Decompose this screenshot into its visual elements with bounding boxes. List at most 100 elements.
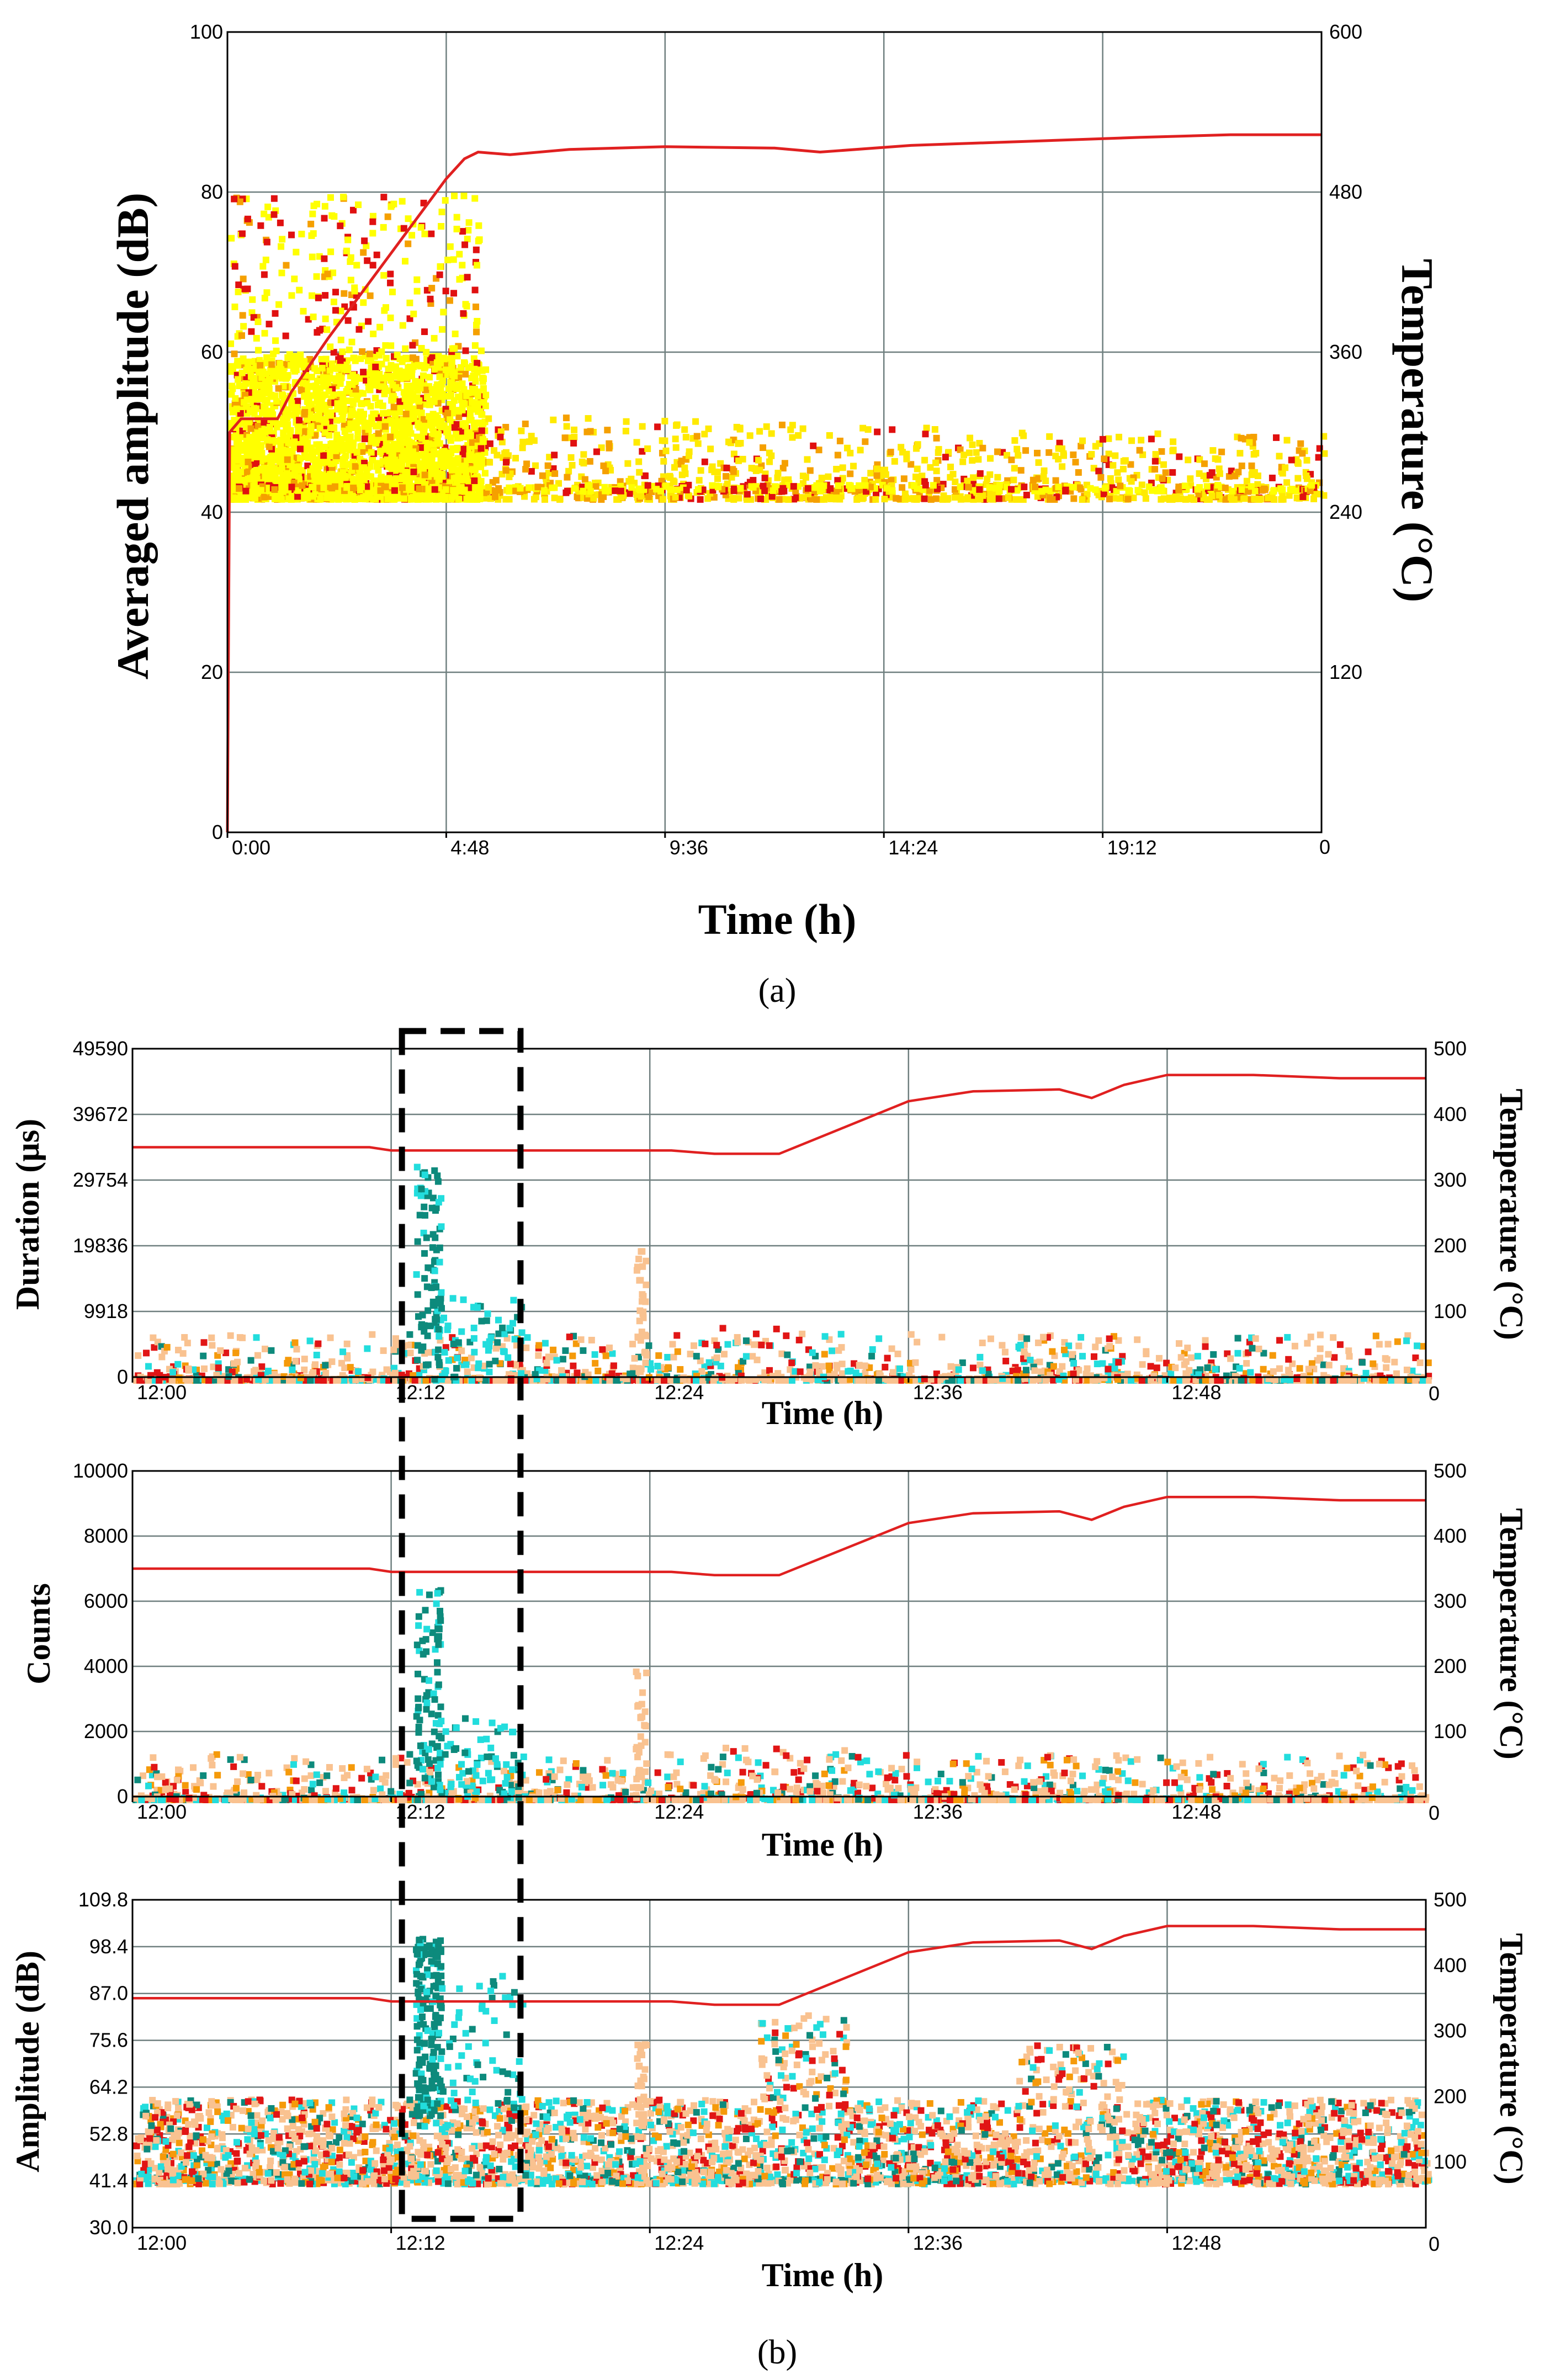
panel-a-hit-point [429,424,436,432]
panel-a-hit-point [330,299,337,306]
bd-hit-point [1227,1355,1234,1362]
panel-a-hit-point [257,362,264,369]
panel-a-hit-point [395,461,402,468]
panel-a-hit-point [231,303,238,310]
bd-hit-point [1317,1354,1324,1362]
panel-a-hit-point [1229,487,1236,495]
panel-a-hit-point [1114,469,1121,476]
panel-a-hit-point [567,454,575,461]
panel-a-hit-point [1216,492,1223,499]
panel-a-hit-point [839,464,846,471]
panel-a-hit-point [1099,435,1106,443]
panel-a-hit-point [541,496,548,503]
panel-a-hit-point [1250,451,1257,458]
panel-a-hit-point [1088,451,1095,458]
panel-a-hit-point [1160,461,1167,468]
panel-a-hit-point [681,426,688,433]
panel-a-hit-point [477,347,485,354]
panel-a-hit-point [421,471,428,479]
panel-a-hit-point [367,463,374,470]
bd-hit-point [1330,1334,1337,1341]
panel-a-hit-point [272,337,279,344]
panel-a-hit-point [239,312,246,319]
panel-a-hit-point [235,451,242,458]
panel-a-hit-point [277,440,284,447]
panel-a-hit-point [353,449,360,456]
panel-a-hit-point [986,455,994,462]
panel-a-hit-point [1092,486,1099,493]
panel-a-hit-point [1185,496,1192,503]
panel-a-hit-point [617,487,624,495]
panel-a-hit-point [534,484,542,491]
panel-a-hit-point [240,323,247,330]
panel-a-hit-point [235,362,242,369]
panel-a-hit-point [1283,437,1291,444]
panel-a-hit-point [565,468,572,475]
bd-hit-point [1153,1364,1160,1372]
panel-a-hit-point [641,472,649,480]
bd-hit-point [1284,1334,1291,1341]
bd-hit-point [1325,1362,1333,1369]
bd-hit-point [406,1331,413,1338]
panel-a-hit-point [438,223,445,230]
panel-a-hit-point [337,357,344,364]
panel-a-hit-point [417,385,424,392]
panel-a-hit-point [402,345,409,352]
panel-a-hit-point [1288,456,1295,464]
a-y2-tick-label: 360 [1329,341,1362,363]
panel-a-hit-point [278,269,285,277]
panel-a-hit-point [1294,475,1302,482]
panel-a-hit-point [1151,458,1159,465]
panel-a-hit-point [581,476,588,483]
panel-a-hit-point [1112,452,1119,459]
bd-hit-point [1139,1361,1146,1368]
panel-a-hit-point [881,496,888,503]
bd-hit-point [959,1359,966,1366]
panel-a-hit-point [1287,486,1294,493]
panel-a-hit-point [296,455,304,462]
panel-a-hit-point [431,486,438,493]
panel-a-hit-point [436,373,443,380]
bd-hit-point [458,1347,465,1354]
panel-a-hit-point [1246,439,1253,446]
panel-a-hit-point [296,445,304,453]
panel-a-hit-point [626,490,633,497]
panel-a-hit-point [825,473,832,480]
panel-a-hit-point [230,433,237,440]
panel-a-hit-point [1158,484,1165,491]
panel-a-hit-point [872,496,879,503]
panel-a-hit-point [322,292,329,299]
panel-a-hit-point [475,452,482,459]
panel-a-hit-point [279,392,286,399]
panel-a-hit-point [1079,437,1086,444]
panel-a-hit-point [410,448,417,455]
panel-a-hit-point [390,496,397,503]
panel-a-hit-point [390,200,397,208]
panel-a-hit-point [561,434,569,442]
panel-a-hit-point [405,240,412,247]
panel-a-hit-point [465,219,473,226]
panel-a-hit-point [744,491,751,498]
panel-a-hit-point [262,256,269,263]
panel-a-hit-point [392,426,399,433]
panel-a-hit-point [778,488,786,495]
bd-hit-point [535,1352,542,1359]
panel-a-hit-point [464,236,471,243]
bd-hit-point [562,1347,569,1354]
panel-a-hit-point [316,445,323,453]
panel-a-hit-point [405,364,412,371]
panel-a-hit-point [298,231,305,238]
panel-a-hit-point [279,236,286,243]
panel-a-hit-point [590,495,597,502]
panel-a-hit-point [315,405,322,412]
panel-a-hit-point [307,429,314,437]
panel-a-hit-point [1175,486,1182,493]
panel-a-hit-point [471,342,479,349]
panel-a-hit-point [235,495,242,502]
panel-a-hit-point [902,495,909,502]
panel-a-hit-point [238,332,245,339]
panel-a-hit-point [352,463,359,470]
panel-a-hit-point [600,493,607,500]
panel-a-hit-point [857,447,864,454]
